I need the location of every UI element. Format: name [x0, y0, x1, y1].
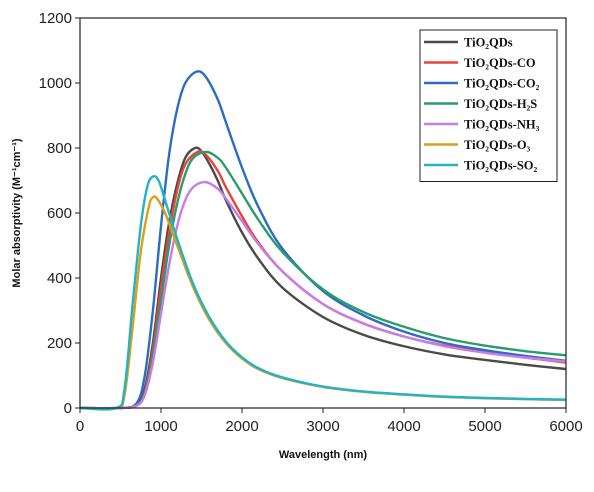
- series-line-0: [79, 146, 567, 410]
- y-tick-label-5: 1000: [39, 75, 72, 92]
- y-tick-label-2: 400: [47, 270, 72, 287]
- y-tick-label-6: 1200: [39, 10, 72, 27]
- series-line-6: [79, 175, 567, 411]
- series-line-1: [79, 149, 567, 410]
- x-axis-label: Wavelength (nm): [279, 449, 368, 461]
- x-tick-label-5: 5000: [468, 418, 501, 435]
- series-line-2: [79, 70, 567, 410]
- legend-box: [419, 29, 558, 182]
- x-tick-label-0: 0: [76, 418, 84, 435]
- y-tick-label-3: 600: [47, 205, 72, 222]
- y-tick-label-0: 0: [64, 400, 72, 417]
- x-tick-label-6: 6000: [549, 418, 582, 435]
- legend-label-3: TiO₂QDs-H₂S: [464, 97, 537, 111]
- legend-label-5: TiO₂QDs-O₃: [464, 138, 531, 152]
- x-tick-label-1: 1000: [144, 418, 177, 435]
- legend-label-0: TiO₂QDs: [464, 36, 513, 50]
- legend: TiO₂QDs TiO₂QDs-CO TiO₂QDs-CO₂ TiO₂QDs-H₂S T…: [419, 29, 558, 182]
- y-axis-label: Molar absorptivity (M⁻¹cm⁻¹): [11, 138, 23, 287]
- x-tick-label-2: 2000: [225, 418, 258, 435]
- legend-label-1: TiO₂QDs-CO: [464, 56, 536, 70]
- x-tick-label-3: 3000: [306, 418, 339, 435]
- y-tick-label-1: 200: [47, 335, 72, 352]
- series-line-4: [79, 180, 567, 410]
- series-line-3: [79, 150, 567, 410]
- y-axis-ticks: 0 200 400 600 800 1000 1200: [39, 10, 80, 417]
- legend-label-6: TiO₂QDs-SO₂: [464, 159, 538, 173]
- legend-label-4: TiO₂QDs-NH₃: [464, 118, 540, 132]
- x-tick-label-4: 4000: [387, 418, 420, 435]
- plot-lines: [79, 70, 567, 411]
- y-tick-label-4: 800: [47, 140, 72, 157]
- x-axis-ticks: 0 1000 2000 3000 4000 5000 6000: [76, 408, 583, 435]
- legend-label-2: TiO₂QDs-CO₂: [464, 77, 540, 91]
